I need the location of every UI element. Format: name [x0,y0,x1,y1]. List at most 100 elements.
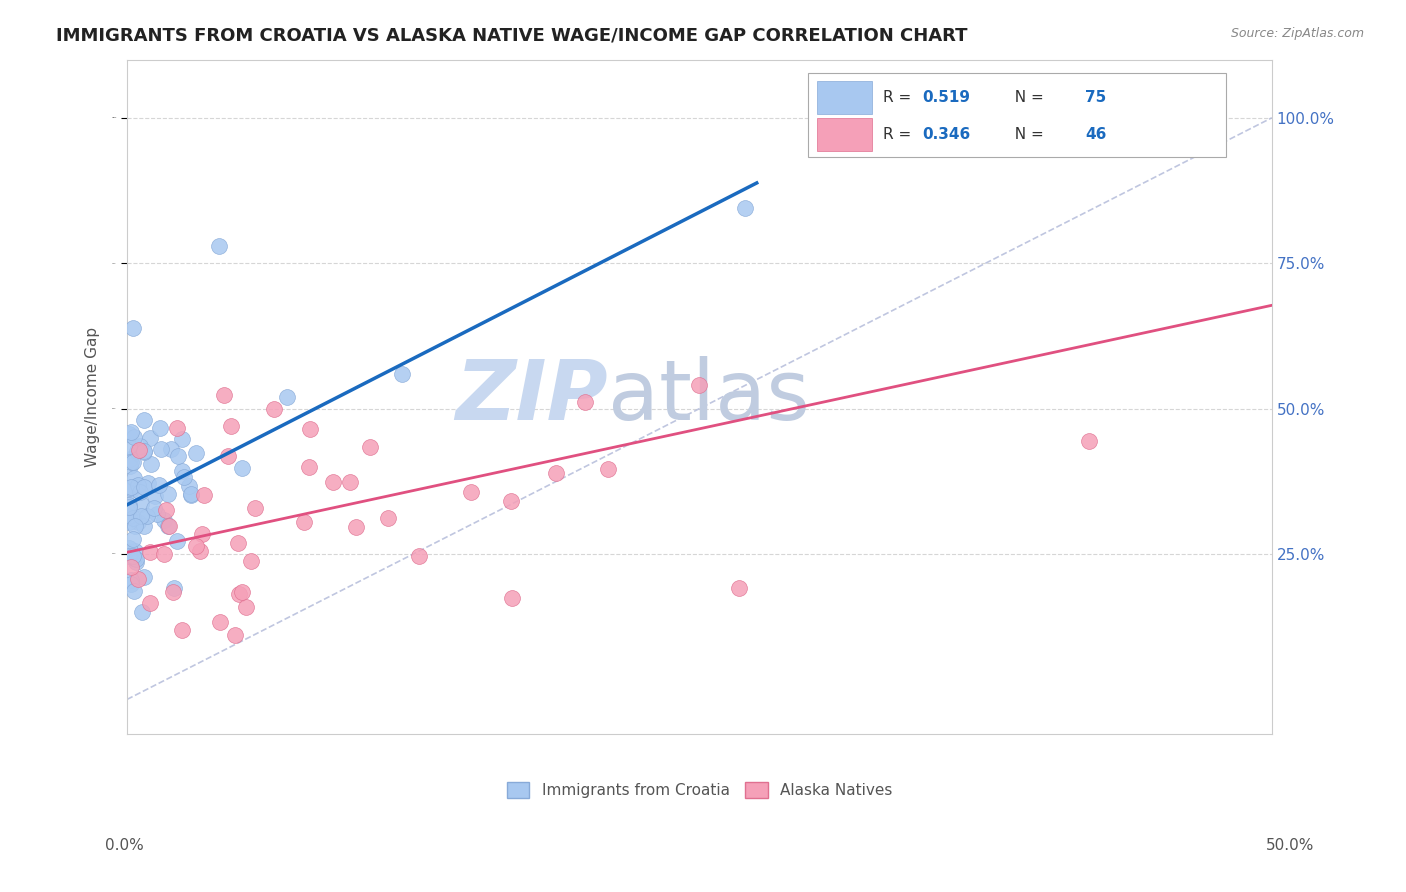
Point [122,455,145,469]
Point [129,439,152,453]
Text: 75: 75 [1085,90,1107,105]
Point [134,519,156,533]
Legend: Immigrants from Croatia, Alaska Natives: Immigrants from Croatia, Alaska Natives [501,776,898,805]
FancyBboxPatch shape [817,119,872,151]
Point [298,460,321,475]
Point [118,549,141,563]
Point [231,585,253,599]
Point [124,555,146,569]
Point [157,487,180,501]
Text: atlas: atlas [607,357,810,437]
Point [122,320,145,334]
Point [167,450,190,464]
Point [163,582,186,596]
Point [689,378,711,392]
Point [118,481,141,495]
Point [188,543,211,558]
Text: 0.0%: 0.0% [105,838,145,854]
Point [120,483,142,497]
Point [120,425,142,439]
Point [118,439,141,453]
FancyBboxPatch shape [817,81,872,113]
Text: R =: R = [883,90,915,105]
Point [136,475,159,490]
Point [124,584,146,599]
Point [276,390,298,404]
Point [153,547,176,561]
Point [122,532,145,546]
Point [118,541,141,555]
Text: N =: N = [1005,90,1049,105]
Point [148,478,170,492]
Point [120,480,142,494]
Point [132,570,155,584]
Point [118,516,141,530]
Point [184,539,207,553]
Point [180,488,202,502]
Point [153,513,176,527]
Point [166,421,188,435]
Point [963,111,986,125]
Point [155,503,177,517]
Point [226,536,249,550]
Point [120,559,142,574]
Point [190,527,212,541]
Point [177,478,200,492]
Point [129,497,152,511]
Point [501,494,523,508]
Point [120,577,142,591]
Point [574,394,596,409]
Point [344,520,367,534]
Text: IMMIGRANTS FROM CROATIA VS ALASKA NATIVE WAGE/INCOME GAP CORRELATION CHART: IMMIGRANTS FROM CROATIA VS ALASKA NATIVE… [56,27,967,45]
Point [122,551,145,566]
Point [299,422,322,436]
Point [127,572,149,586]
Point [143,501,166,516]
Point [120,573,142,587]
Point [193,488,215,502]
Text: 0.346: 0.346 [922,127,972,142]
Point [139,596,162,610]
Point [125,551,148,566]
Point [170,433,193,447]
Point [157,519,180,533]
Text: 0.519: 0.519 [922,90,970,105]
Point [160,442,183,456]
Point [208,238,231,252]
Point [391,368,413,382]
Point [546,466,568,480]
Point [150,442,173,456]
Text: 50.0%: 50.0% [1267,838,1315,854]
Text: N =: N = [1005,127,1049,142]
Point [120,545,142,559]
Point [143,489,166,503]
Point [132,444,155,458]
Point [173,470,195,484]
Point [121,511,143,525]
Point [127,478,149,492]
Point [138,431,160,445]
Text: 46: 46 [1085,127,1107,142]
Point [118,508,141,523]
Point [240,554,263,568]
Point [339,475,361,490]
Point [162,585,184,599]
Point [408,549,430,563]
Point [134,413,156,427]
Point [132,480,155,494]
Point [460,484,482,499]
Point [132,445,155,459]
Point [231,461,253,475]
Point [184,446,207,460]
Point [243,500,266,515]
Point [131,605,153,619]
Point [124,518,146,533]
Point [118,510,141,524]
Point [180,487,202,501]
Point [128,443,150,458]
Point [127,516,149,530]
Point [219,419,242,434]
Point [120,452,142,467]
Point [501,591,523,606]
Point [166,533,188,548]
